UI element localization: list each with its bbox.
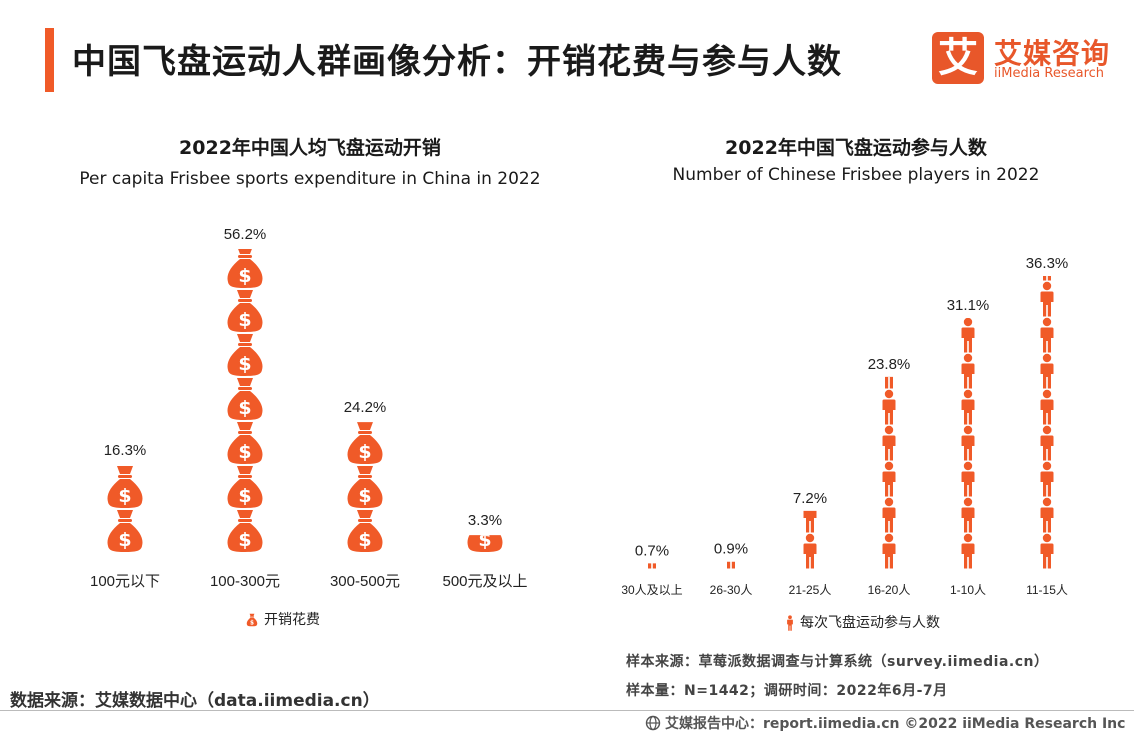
expense-value-label-1: 56.2% bbox=[224, 226, 267, 243]
players-bar-3 bbox=[882, 376, 896, 569]
expense-bar-1 bbox=[227, 249, 263, 552]
footer: 艾媒报告中心：report.iimedia.cn ©2022 iiMedia R… bbox=[645, 713, 1125, 733]
expense-value-label-2: 24.2% bbox=[344, 399, 387, 416]
expense-legend-label: 开销花费 bbox=[264, 611, 320, 627]
players-value-label-0: 0.7% bbox=[635, 542, 669, 559]
expense-category-label-1: 100-300元 bbox=[210, 573, 280, 590]
players-value-label-4: 31.1% bbox=[947, 297, 990, 314]
footer-divider bbox=[0, 710, 1134, 711]
players-bar-5 bbox=[1040, 276, 1054, 569]
players-category-label-2: 21-25人 bbox=[789, 583, 832, 597]
survey-source-note: 样本来源：草莓派数据调查与计算系统（survey.iimedia.cn） bbox=[626, 654, 1049, 670]
right-chart-title-en: Number of Chinese Frisbee players in 202… bbox=[672, 165, 1040, 185]
expense-category-label-2: 300-500元 bbox=[330, 573, 400, 590]
players-legend: 每次飞盘运动参与人数 bbox=[787, 614, 940, 631]
expense-category-label-3: 500元及以上 bbox=[442, 573, 527, 590]
expense-value-label-0: 16.3% bbox=[104, 442, 147, 459]
expense-legend-icon bbox=[246, 613, 258, 627]
logo-name-en: iiMedia Research bbox=[994, 66, 1105, 81]
players-value-label-1: 0.9% bbox=[714, 541, 748, 558]
expenditure-chart: 16.3% 100元以下 56.2% 100-300元 24.2% 300-500元 3.3… bbox=[90, 226, 528, 627]
logo-glyph: 艾 bbox=[938, 35, 978, 81]
title-accent-bar bbox=[45, 28, 54, 92]
players-value-label-5: 36.3% bbox=[1026, 255, 1069, 272]
survey-sample-note: 样本量：N=1442；调研时间：2022年6月-7月 bbox=[626, 683, 948, 699]
participants-chart: 0.7% 30人及以上 0.9% 26-30人 7.2% 21-25人 23.8% 16-20… bbox=[621, 255, 1069, 631]
players-value-label-3: 23.8% bbox=[868, 356, 911, 373]
logo-name-cn: 艾媒咨询 bbox=[994, 37, 1111, 70]
players-category-label-0: 30人及以上 bbox=[621, 583, 682, 597]
left-chart-title-cn: 2022年中国人均飞盘运动开销 bbox=[179, 137, 441, 159]
logo-badge bbox=[932, 32, 984, 84]
globe-icon bbox=[645, 715, 661, 731]
data-source-note: 数据来源：艾媒数据中心（data.iimedia.cn） bbox=[10, 691, 380, 711]
players-bar-4 bbox=[961, 317, 975, 569]
iimedia-logo: 艾 艾媒咨询 iiMedia Research bbox=[932, 30, 1122, 86]
left-chart-title-en: Per capita Frisbee sports expenditure in… bbox=[79, 169, 541, 189]
expense-value-label-3: 3.3% bbox=[468, 512, 502, 529]
expense-bar-2 bbox=[347, 422, 383, 552]
players-category-label-5: 11-15人 bbox=[1026, 583, 1068, 597]
footer-text: 艾媒报告中心：report.iimedia.cn ©2022 iiMedia R… bbox=[665, 716, 1126, 732]
right-chart-title-cn: 2022年中国飞盘运动参与人数 bbox=[725, 137, 987, 159]
players-legend-icon bbox=[787, 615, 793, 631]
players-category-label-1: 26-30人 bbox=[710, 583, 753, 597]
players-category-label-4: 1-10人 bbox=[950, 583, 986, 597]
expense-legend: 开销花费 bbox=[246, 611, 320, 627]
page-title: 中国飞盘运动人群画像分析：开销花费与参与人数 bbox=[72, 42, 842, 82]
players-value-label-2: 7.2% bbox=[793, 490, 827, 507]
expense-category-label-0: 100元以下 bbox=[90, 573, 160, 590]
players-bar-2 bbox=[803, 510, 817, 569]
players-category-label-3: 16-20人 bbox=[868, 583, 911, 597]
players-legend-label: 每次飞盘运动参与人数 bbox=[800, 614, 940, 630]
